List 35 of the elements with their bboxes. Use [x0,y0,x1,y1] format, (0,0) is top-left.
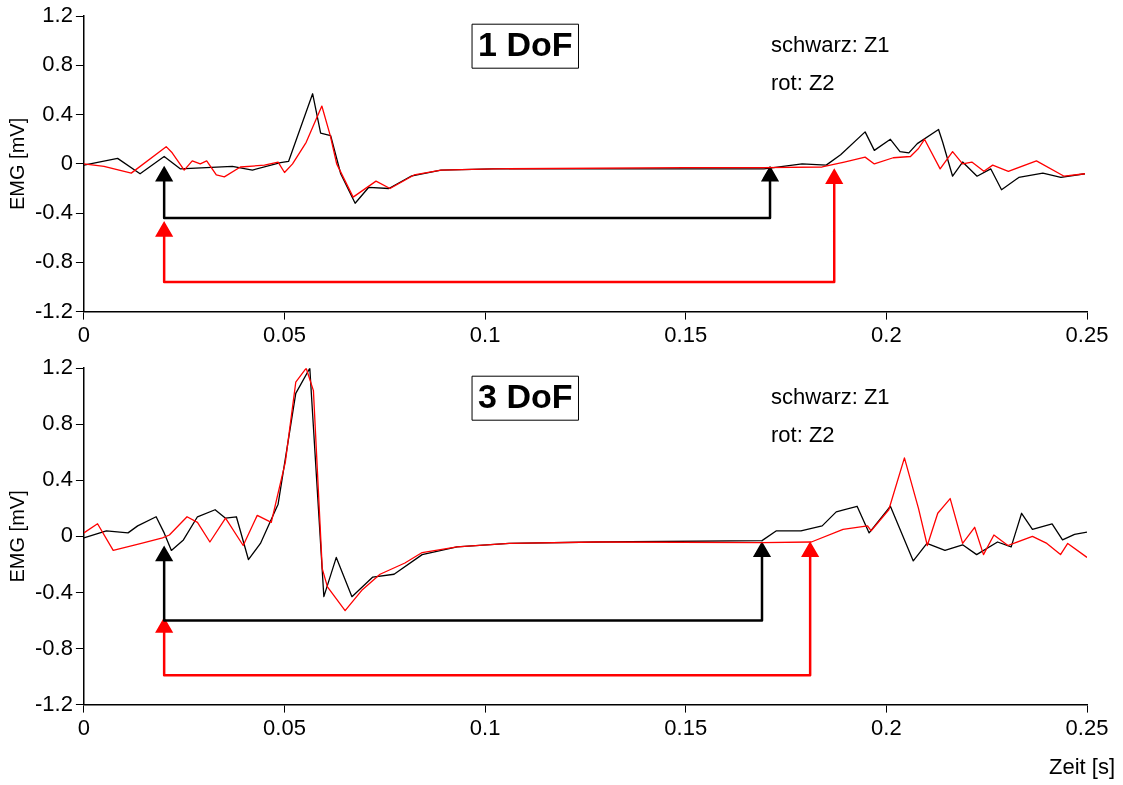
x-tick-label: 0 [77,321,91,347]
x-tick-label: 0.15 [664,714,708,740]
y-tick-label: 0.4 [42,466,73,492]
y-tick-label: -0.8 [34,634,73,660]
annotation: rot: Z2 [771,422,835,448]
y-tick-label: 0 [60,149,73,175]
x-axis-title: Zeit [s] [1048,754,1115,780]
x-tick-label: 0.05 [263,321,306,347]
y-tick-label: -0.8 [34,248,73,274]
y-tick-label: 0.4 [42,100,73,126]
y-tick-label: 1.2 [42,2,73,28]
y-tick-label: 1.2 [42,354,73,380]
x-tick-label: 0.25 [1065,321,1109,347]
y-tick-label: 0.8 [42,410,73,436]
x-tick-label: 0.1 [469,321,501,347]
x-tick-label: 0.2 [871,321,902,347]
chart-title: 1 DoF [478,24,573,63]
x-tick-label: 0.1 [469,714,501,740]
x-tick-label: 0.15 [664,321,708,347]
annotation: rot: Z2 [771,70,835,96]
y-tick-label: -0.4 [34,199,73,225]
y-axis-title: EMG [mV] [5,490,28,583]
chart-title: 3 DoF [478,376,573,415]
x-tick-label: 0.25 [1065,714,1109,740]
x-tick-label: 0 [77,714,91,740]
y-tick-label: -1.2 [34,297,73,323]
x-tick-label: 0.05 [263,714,306,740]
y-tick-label: 0.8 [42,51,73,77]
y-axis-title: EMG [mV] [5,117,28,211]
y-tick-label: -0.4 [34,578,73,604]
annotation: schwarz: Z1 [771,384,890,410]
y-tick-label: 0 [60,522,73,548]
annotation: schwarz: Z1 [771,32,890,58]
y-tick-label: -1.2 [34,690,73,716]
x-tick-label: 0.2 [871,714,902,740]
